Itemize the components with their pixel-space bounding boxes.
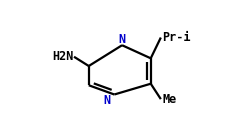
Text: N: N [103, 94, 110, 107]
Text: Pr-i: Pr-i [162, 31, 191, 44]
Text: N: N [119, 33, 126, 46]
Text: H2N: H2N [52, 50, 74, 63]
Text: Me: Me [162, 93, 177, 106]
